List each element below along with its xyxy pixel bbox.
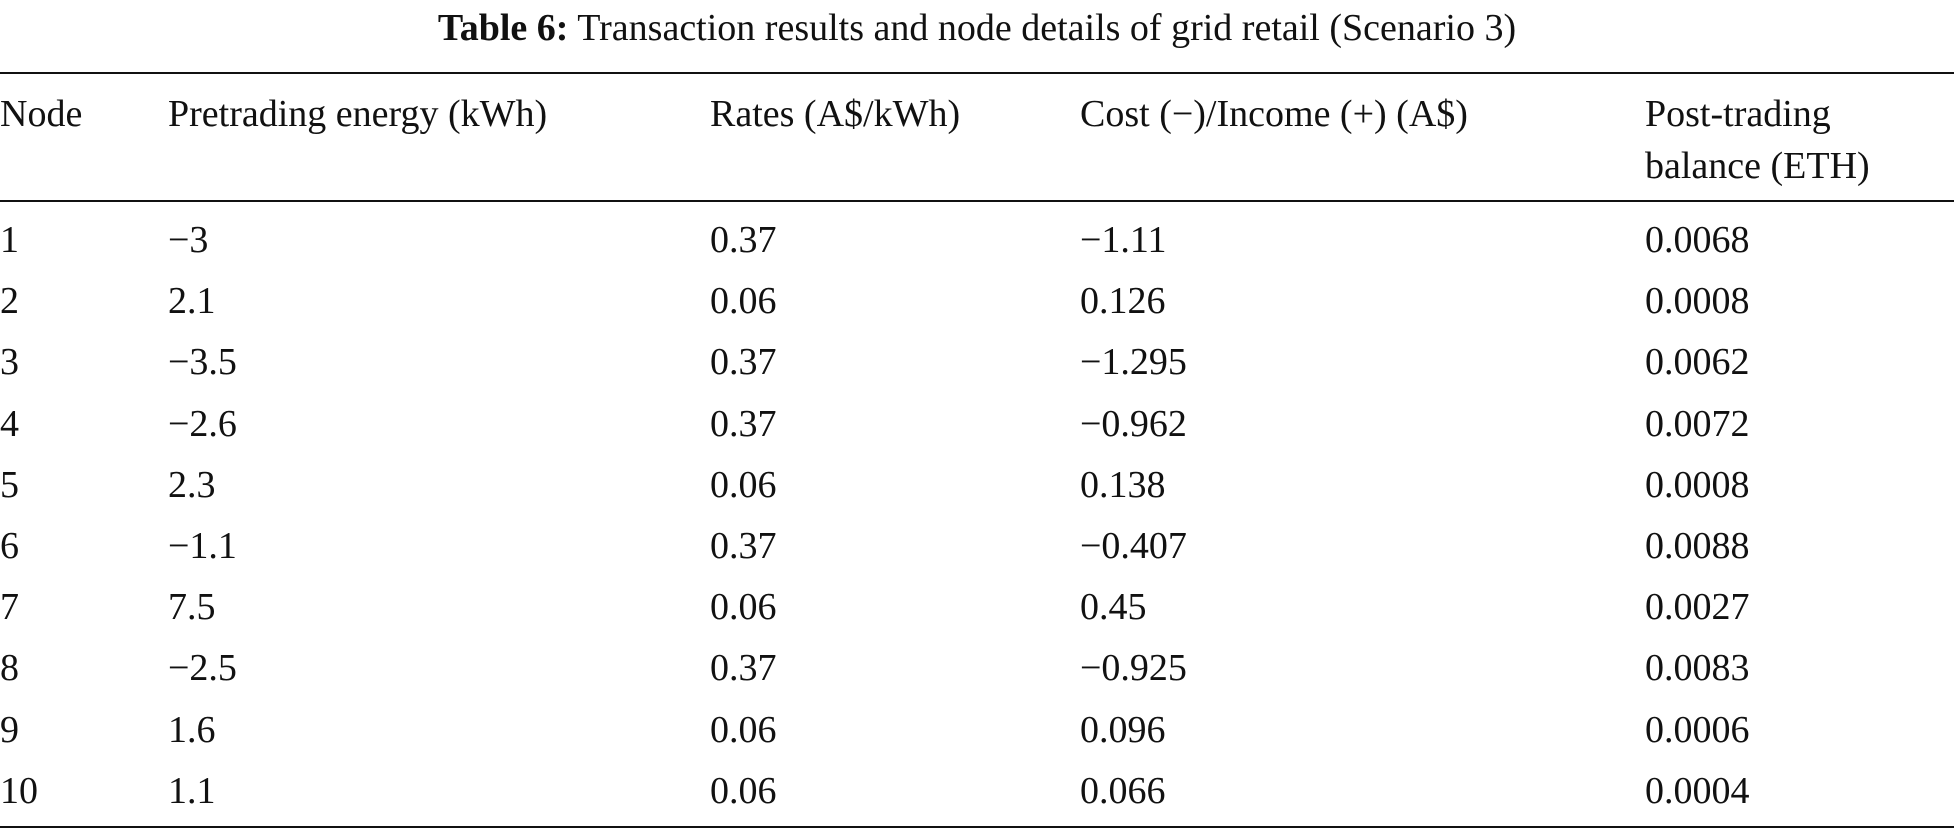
cell-post-trading-balance: 0.0027 [1645, 586, 1750, 629]
cell-node: 1 [0, 219, 19, 261]
cell-cost-income: −0.407 [1080, 525, 1187, 567]
cell-cost-income: −1.11 [1080, 219, 1167, 261]
table-caption: Table 6: Transaction results and node de… [0, 0, 1954, 70]
header-pretrading-energy: Pretrading energy (kWh) [168, 93, 548, 135]
header-post-trading: Post-trading [1645, 93, 1831, 135]
cell-rate: 0.06 [710, 463, 777, 506]
header-balance: balance (ETH) [1645, 145, 1870, 187]
cell-node: 2 [0, 280, 19, 323]
cell-rate: 0.06 [710, 586, 777, 629]
cell-pretrading-energy: −1.1 [168, 525, 237, 567]
cell-post-trading-balance: 0.0008 [1645, 280, 1750, 323]
cell-rate: 0.06 [710, 280, 777, 323]
bottom-rule [0, 826, 1954, 828]
top-rule [0, 72, 1954, 74]
cell-rate: 0.06 [710, 769, 777, 812]
cell-post-trading-balance: 0.0068 [1645, 219, 1750, 261]
cell-pretrading-energy: 1.1 [168, 769, 216, 812]
cell-cost-income: −1.295 [1080, 341, 1187, 384]
cell-post-trading-balance: 0.0088 [1645, 525, 1750, 567]
cell-rate: 0.37 [710, 647, 777, 690]
cell-node: 3 [0, 341, 19, 384]
header-node: Node [0, 93, 83, 135]
cell-cost-income: −0.925 [1080, 647, 1187, 690]
caption-text: Transaction results and node details of … [577, 7, 1517, 49]
cell-node: 8 [0, 647, 19, 690]
caption-label: Table 6: [437, 7, 569, 49]
cell-pretrading-energy: 1.6 [168, 708, 216, 751]
cell-node: 4 [0, 402, 19, 445]
cell-rate: 0.06 [710, 708, 777, 751]
cell-rate: 0.37 [710, 341, 777, 384]
cell-pretrading-energy: 2.1 [168, 280, 216, 323]
cell-cost-income: 0.066 [1080, 769, 1166, 812]
cell-post-trading-balance: 0.0008 [1645, 463, 1750, 506]
cell-post-trading-balance: 0.0006 [1645, 708, 1750, 751]
cell-node: 7 [0, 586, 19, 629]
cell-cost-income: 0.096 [1080, 708, 1166, 751]
cell-rate: 0.37 [710, 525, 777, 567]
cell-node: 9 [0, 708, 19, 751]
cell-pretrading-energy: −3.5 [168, 341, 237, 384]
cell-pretrading-energy: −2.6 [168, 402, 237, 445]
header-rates: Rates (A$/kWh) [710, 93, 961, 135]
cell-node: 10 [0, 769, 38, 812]
header-rule [0, 200, 1954, 202]
cell-cost-income: −0.962 [1080, 402, 1187, 445]
cell-node: 6 [0, 525, 19, 567]
cell-cost-income: 0.126 [1080, 280, 1166, 323]
cell-post-trading-balance: 0.0062 [1645, 341, 1750, 384]
cell-cost-income: 0.138 [1080, 463, 1166, 506]
cell-post-trading-balance: 0.0072 [1645, 402, 1750, 445]
cell-node: 5 [0, 463, 19, 506]
cell-post-trading-balance: 0.0083 [1645, 647, 1750, 690]
cell-cost-income: 0.45 [1080, 586, 1147, 629]
cell-rate: 0.37 [710, 219, 777, 261]
cell-pretrading-energy: 7.5 [168, 586, 216, 629]
cell-rate: 0.37 [710, 402, 777, 445]
cell-pretrading-energy: −3 [168, 219, 209, 261]
header-cost-income: Cost (−)/Income (+) (A$) [1080, 93, 1468, 135]
cell-post-trading-balance: 0.0004 [1645, 769, 1750, 812]
cell-pretrading-energy: −2.5 [168, 647, 237, 690]
cell-pretrading-energy: 2.3 [168, 463, 216, 506]
